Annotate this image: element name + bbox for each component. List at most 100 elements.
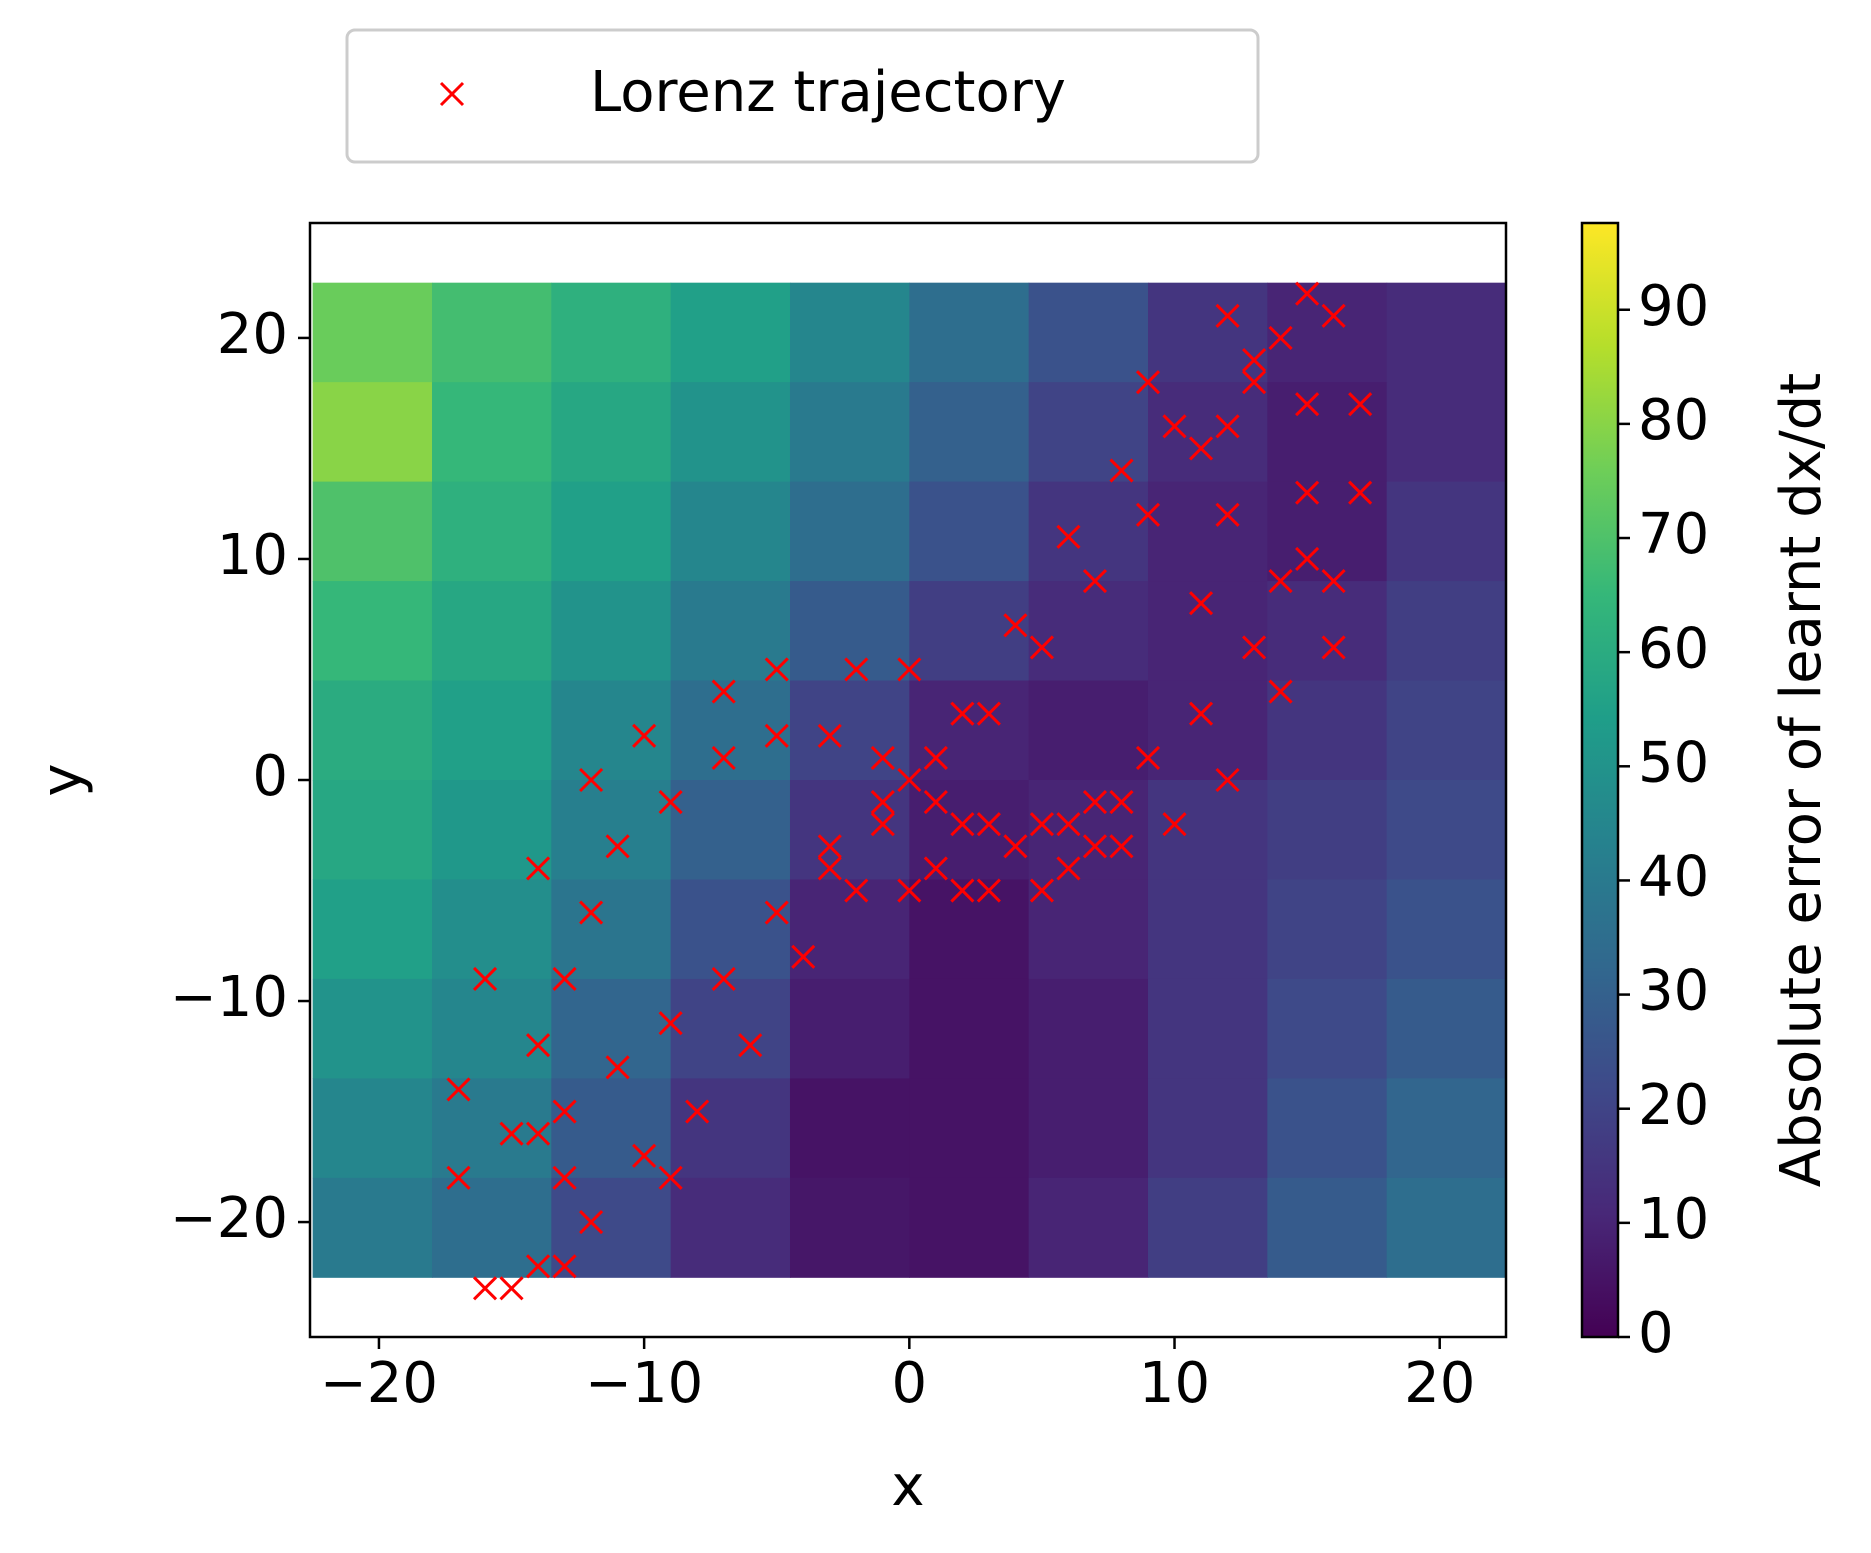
heatmap-cell — [1147, 978, 1268, 1079]
legend-box — [345, 28, 1260, 164]
heatmap-cell — [909, 879, 1030, 980]
heatmap-cell — [1386, 282, 1507, 383]
heatmap-cell — [1386, 581, 1507, 682]
y-tick-label: −10 — [170, 965, 288, 1030]
scatter-point — [870, 790, 895, 815]
y-axis-label: y — [30, 763, 95, 796]
heatmap-cell — [909, 1177, 1030, 1278]
heatmap-cell — [1267, 978, 1388, 1079]
scatter-point — [1215, 767, 1240, 793]
colorbar-label: Absolute error of learnt dx/dt — [1769, 373, 1834, 1187]
scatter-point — [817, 834, 842, 859]
scatter-point — [1348, 392, 1373, 417]
scatter-point — [1135, 502, 1161, 527]
scatter-point — [526, 856, 551, 881]
x-tick-label: −10 — [585, 1351, 703, 1416]
heatmap-cell — [670, 382, 791, 483]
scatter-point — [844, 878, 869, 903]
scatter-point — [897, 767, 922, 793]
heatmap-cell — [909, 282, 1030, 383]
scatter-point — [1056, 812, 1081, 837]
scatter-point — [1029, 878, 1054, 903]
scatter-point — [1295, 281, 1320, 306]
scatter-point — [1029, 635, 1054, 660]
scatter-point — [658, 1165, 683, 1190]
heatmap-cell — [1386, 780, 1507, 880]
colorbar — [1580, 221, 1620, 1339]
scatter-point — [976, 812, 1001, 837]
scatter-point — [632, 1143, 657, 1168]
scatter-point — [1242, 635, 1267, 660]
heatmap-cell — [909, 978, 1030, 1079]
heatmap-cell — [1028, 481, 1149, 582]
colorbar-tick-label: 10 — [1638, 1187, 1709, 1252]
heatmap-cell — [312, 780, 433, 880]
scatter-point — [950, 878, 975, 903]
heatmap-cell — [1028, 1177, 1149, 1278]
heatmap-cell — [1147, 780, 1268, 880]
scatter-point — [764, 723, 789, 748]
heatmap-cell — [670, 1078, 791, 1179]
legend-label: Lorenz trajectory — [590, 60, 1066, 125]
scatter-point — [1082, 834, 1108, 859]
heatmap-cell — [1386, 1078, 1507, 1179]
scatter-point — [738, 1033, 763, 1058]
heatmap-cell — [909, 481, 1030, 582]
scatter-point — [923, 790, 948, 815]
scatter-point — [1109, 458, 1134, 483]
scatter-point — [1188, 591, 1214, 616]
x-tick-label: 10 — [1139, 1351, 1210, 1416]
heatmap-cell — [1386, 1177, 1507, 1278]
heatmap-cell — [1267, 780, 1388, 880]
heatmap-cell — [1028, 978, 1149, 1079]
heatmap-cell — [670, 282, 791, 383]
scatter-point — [817, 856, 842, 881]
heatmap-cell — [312, 481, 433, 582]
heatmap-cell — [431, 680, 552, 781]
scatter-point — [472, 1276, 498, 1301]
heatmap-cell — [431, 282, 552, 383]
scatter-point — [1268, 679, 1293, 704]
heatmap-cell — [1028, 382, 1149, 483]
scatter-point — [1215, 502, 1240, 527]
scatter-point — [1295, 546, 1320, 572]
scatter-point — [472, 966, 498, 991]
heatmap-cell — [312, 978, 433, 1079]
scatter-point — [1242, 370, 1267, 395]
heatmap-cell — [1267, 1078, 1388, 1179]
scatter-point — [764, 657, 789, 682]
scatter-point — [1188, 436, 1214, 461]
heatmap-cell — [789, 1078, 910, 1179]
scatter-point — [1321, 569, 1346, 594]
x-tick-label: −20 — [320, 1351, 438, 1416]
heatmap-cell — [1028, 282, 1149, 383]
colorbar-tick-label: 20 — [1638, 1073, 1709, 1138]
scatter-point — [579, 767, 604, 793]
colorbar-tick-label: 0 — [1638, 1301, 1674, 1366]
heatmap-cell — [1386, 481, 1507, 582]
scatter-point — [1215, 414, 1240, 439]
heatmap-cell — [789, 282, 910, 383]
scatter-point — [552, 1165, 577, 1190]
scatter-point — [791, 944, 816, 969]
heatmap-cell — [312, 1078, 433, 1179]
scatter-point — [1295, 480, 1320, 505]
scatter-point — [711, 679, 736, 704]
scatter-point — [552, 1099, 577, 1124]
heatmap-cell — [1147, 879, 1268, 980]
scatter-point — [1109, 834, 1134, 859]
scatter-point — [1321, 303, 1346, 328]
heatmap-cell — [670, 978, 791, 1079]
scatter-point — [1029, 812, 1054, 837]
scatter-point — [1082, 790, 1108, 815]
scatter-point — [1003, 834, 1028, 859]
scatter-point — [1242, 347, 1267, 373]
scatter-point — [526, 1033, 551, 1058]
scatter-point — [552, 966, 577, 991]
scatter-point — [711, 745, 736, 770]
scatter-point — [976, 878, 1001, 903]
heatmap-cell — [551, 481, 672, 582]
x-axis-label: x — [891, 1454, 924, 1519]
scatter-point — [976, 701, 1001, 726]
scatter-point — [1268, 325, 1293, 350]
